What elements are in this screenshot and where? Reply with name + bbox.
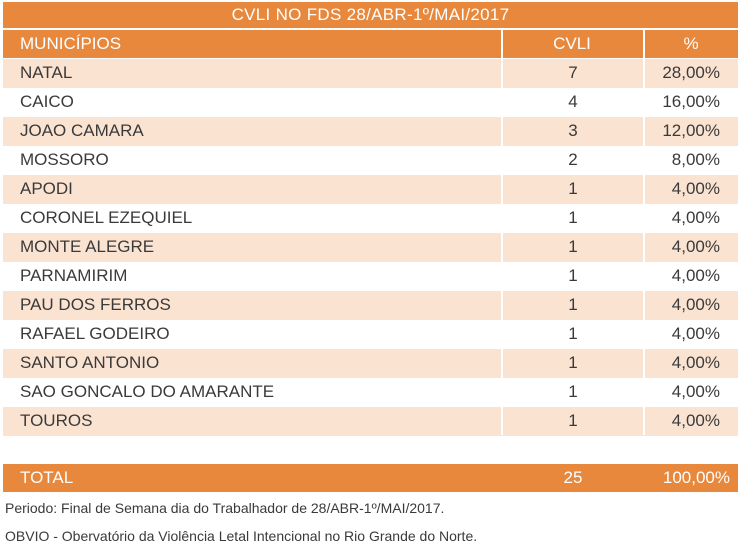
cell-cvli: 1 bbox=[568, 382, 578, 401]
cell-municipio: CORONEL EZEQUIEL bbox=[20, 208, 193, 227]
cell-cvli: 1 bbox=[568, 353, 578, 372]
cell-cvli: 1 bbox=[568, 237, 578, 256]
table-row: CAICO 4 16,00% bbox=[3, 88, 738, 117]
cell-percent: 28,00% bbox=[662, 63, 720, 82]
cell-cvli: 1 bbox=[568, 411, 578, 430]
cell-percent: 4,00% bbox=[671, 353, 720, 372]
cell-municipio: MOSSORO bbox=[20, 150, 109, 169]
table-row: APODI 1 4,00% bbox=[3, 175, 738, 204]
cell-cvli: 1 bbox=[568, 324, 578, 343]
total-percent: 100,00% bbox=[662, 468, 730, 487]
header-percent: % bbox=[683, 34, 699, 53]
cell-municipio: NATAL bbox=[20, 63, 73, 82]
cell-cvli: 1 bbox=[568, 208, 578, 227]
cell-percent: 4,00% bbox=[671, 266, 720, 285]
table-row: TOUROS 1 4,00% bbox=[3, 407, 738, 436]
cell-percent: 12,00% bbox=[662, 121, 720, 140]
cell-municipio: PAU DOS FERROS bbox=[20, 295, 171, 314]
cell-percent: 16,00% bbox=[662, 92, 720, 111]
cell-municipio: MONTE ALEGRE bbox=[20, 237, 155, 256]
cell-cvli: 1 bbox=[568, 179, 578, 198]
table-row: SAO GONCALO DO AMARANTE 1 4,00% bbox=[3, 378, 738, 407]
cell-percent: 4,00% bbox=[671, 411, 720, 430]
header-cvli: CVLI bbox=[553, 34, 591, 53]
cell-municipio: SANTO ANTONIO bbox=[20, 353, 160, 372]
cell-cvli: 2 bbox=[568, 150, 578, 169]
cell-municipio: SAO GONCALO DO AMARANTE bbox=[20, 382, 275, 401]
cell-municipio: RAFAEL GODEIRO bbox=[20, 324, 170, 343]
table-body: NATAL 7 28,00% CAICO 4 16,00% JOAO CAMAR… bbox=[3, 59, 738, 465]
table-row: PARNAMIRIM 1 4,00% bbox=[3, 262, 738, 291]
table-row: NATAL 7 28,00% bbox=[3, 59, 738, 88]
total-label: TOTAL bbox=[20, 468, 74, 487]
cell-municipio: PARNAMIRIM bbox=[20, 266, 128, 285]
table-title: CVLI NO FDS 28/ABR-1º/MAI/2017 bbox=[3, 2, 738, 28]
table-row: RAFAEL GODEIRO 1 4,00% bbox=[3, 320, 738, 349]
cell-cvli: 7 bbox=[568, 63, 578, 82]
table-row: PAU DOS FERROS 1 4,00% bbox=[3, 291, 738, 320]
footnote-fonte: OBVIO - Obervatório da Violência Letal I… bbox=[5, 528, 478, 544]
table-header: MUNICÍPIOS CVLI % bbox=[3, 30, 738, 58]
table-title-text: CVLI NO FDS 28/ABR-1º/MAI/2017 bbox=[231, 5, 510, 24]
cell-percent: 4,00% bbox=[671, 237, 720, 256]
cell-cvli: 3 bbox=[568, 121, 578, 140]
footnote-periodo: Periodo: Final de Semana dia do Trabalha… bbox=[5, 500, 445, 516]
table-row: SANTO ANTONIO 1 4,00% bbox=[3, 349, 738, 378]
cell-municipio: APODI bbox=[20, 179, 73, 198]
column-divider bbox=[501, 30, 503, 435]
table-total-row: TOTAL 25 100,00% bbox=[3, 464, 738, 492]
cell-cvli: 1 bbox=[568, 266, 578, 285]
table-row: MONTE ALEGRE 1 4,00% bbox=[3, 233, 738, 262]
table-row: MOSSORO 2 8,00% bbox=[3, 146, 738, 175]
cell-percent: 8,00% bbox=[671, 150, 720, 169]
cell-percent: 4,00% bbox=[671, 295, 720, 314]
cell-percent: 4,00% bbox=[671, 208, 720, 227]
cell-municipio: CAICO bbox=[20, 92, 74, 111]
header-municipios: MUNICÍPIOS bbox=[20, 34, 122, 53]
table-row: CORONEL EZEQUIEL 1 4,00% bbox=[3, 204, 738, 233]
cell-percent: 4,00% bbox=[671, 382, 720, 401]
table-row: JOAO CAMARA 3 12,00% bbox=[3, 117, 738, 146]
cell-municipio: JOAO CAMARA bbox=[20, 121, 144, 140]
cell-percent: 4,00% bbox=[671, 179, 720, 198]
cell-municipio: TOUROS bbox=[20, 411, 93, 430]
cell-cvli: 1 bbox=[568, 295, 578, 314]
cell-percent: 4,00% bbox=[671, 324, 720, 343]
table-row-empty bbox=[3, 436, 738, 465]
cell-cvli: 4 bbox=[568, 92, 578, 111]
total-cvli: 25 bbox=[563, 468, 583, 487]
column-divider bbox=[643, 30, 645, 435]
